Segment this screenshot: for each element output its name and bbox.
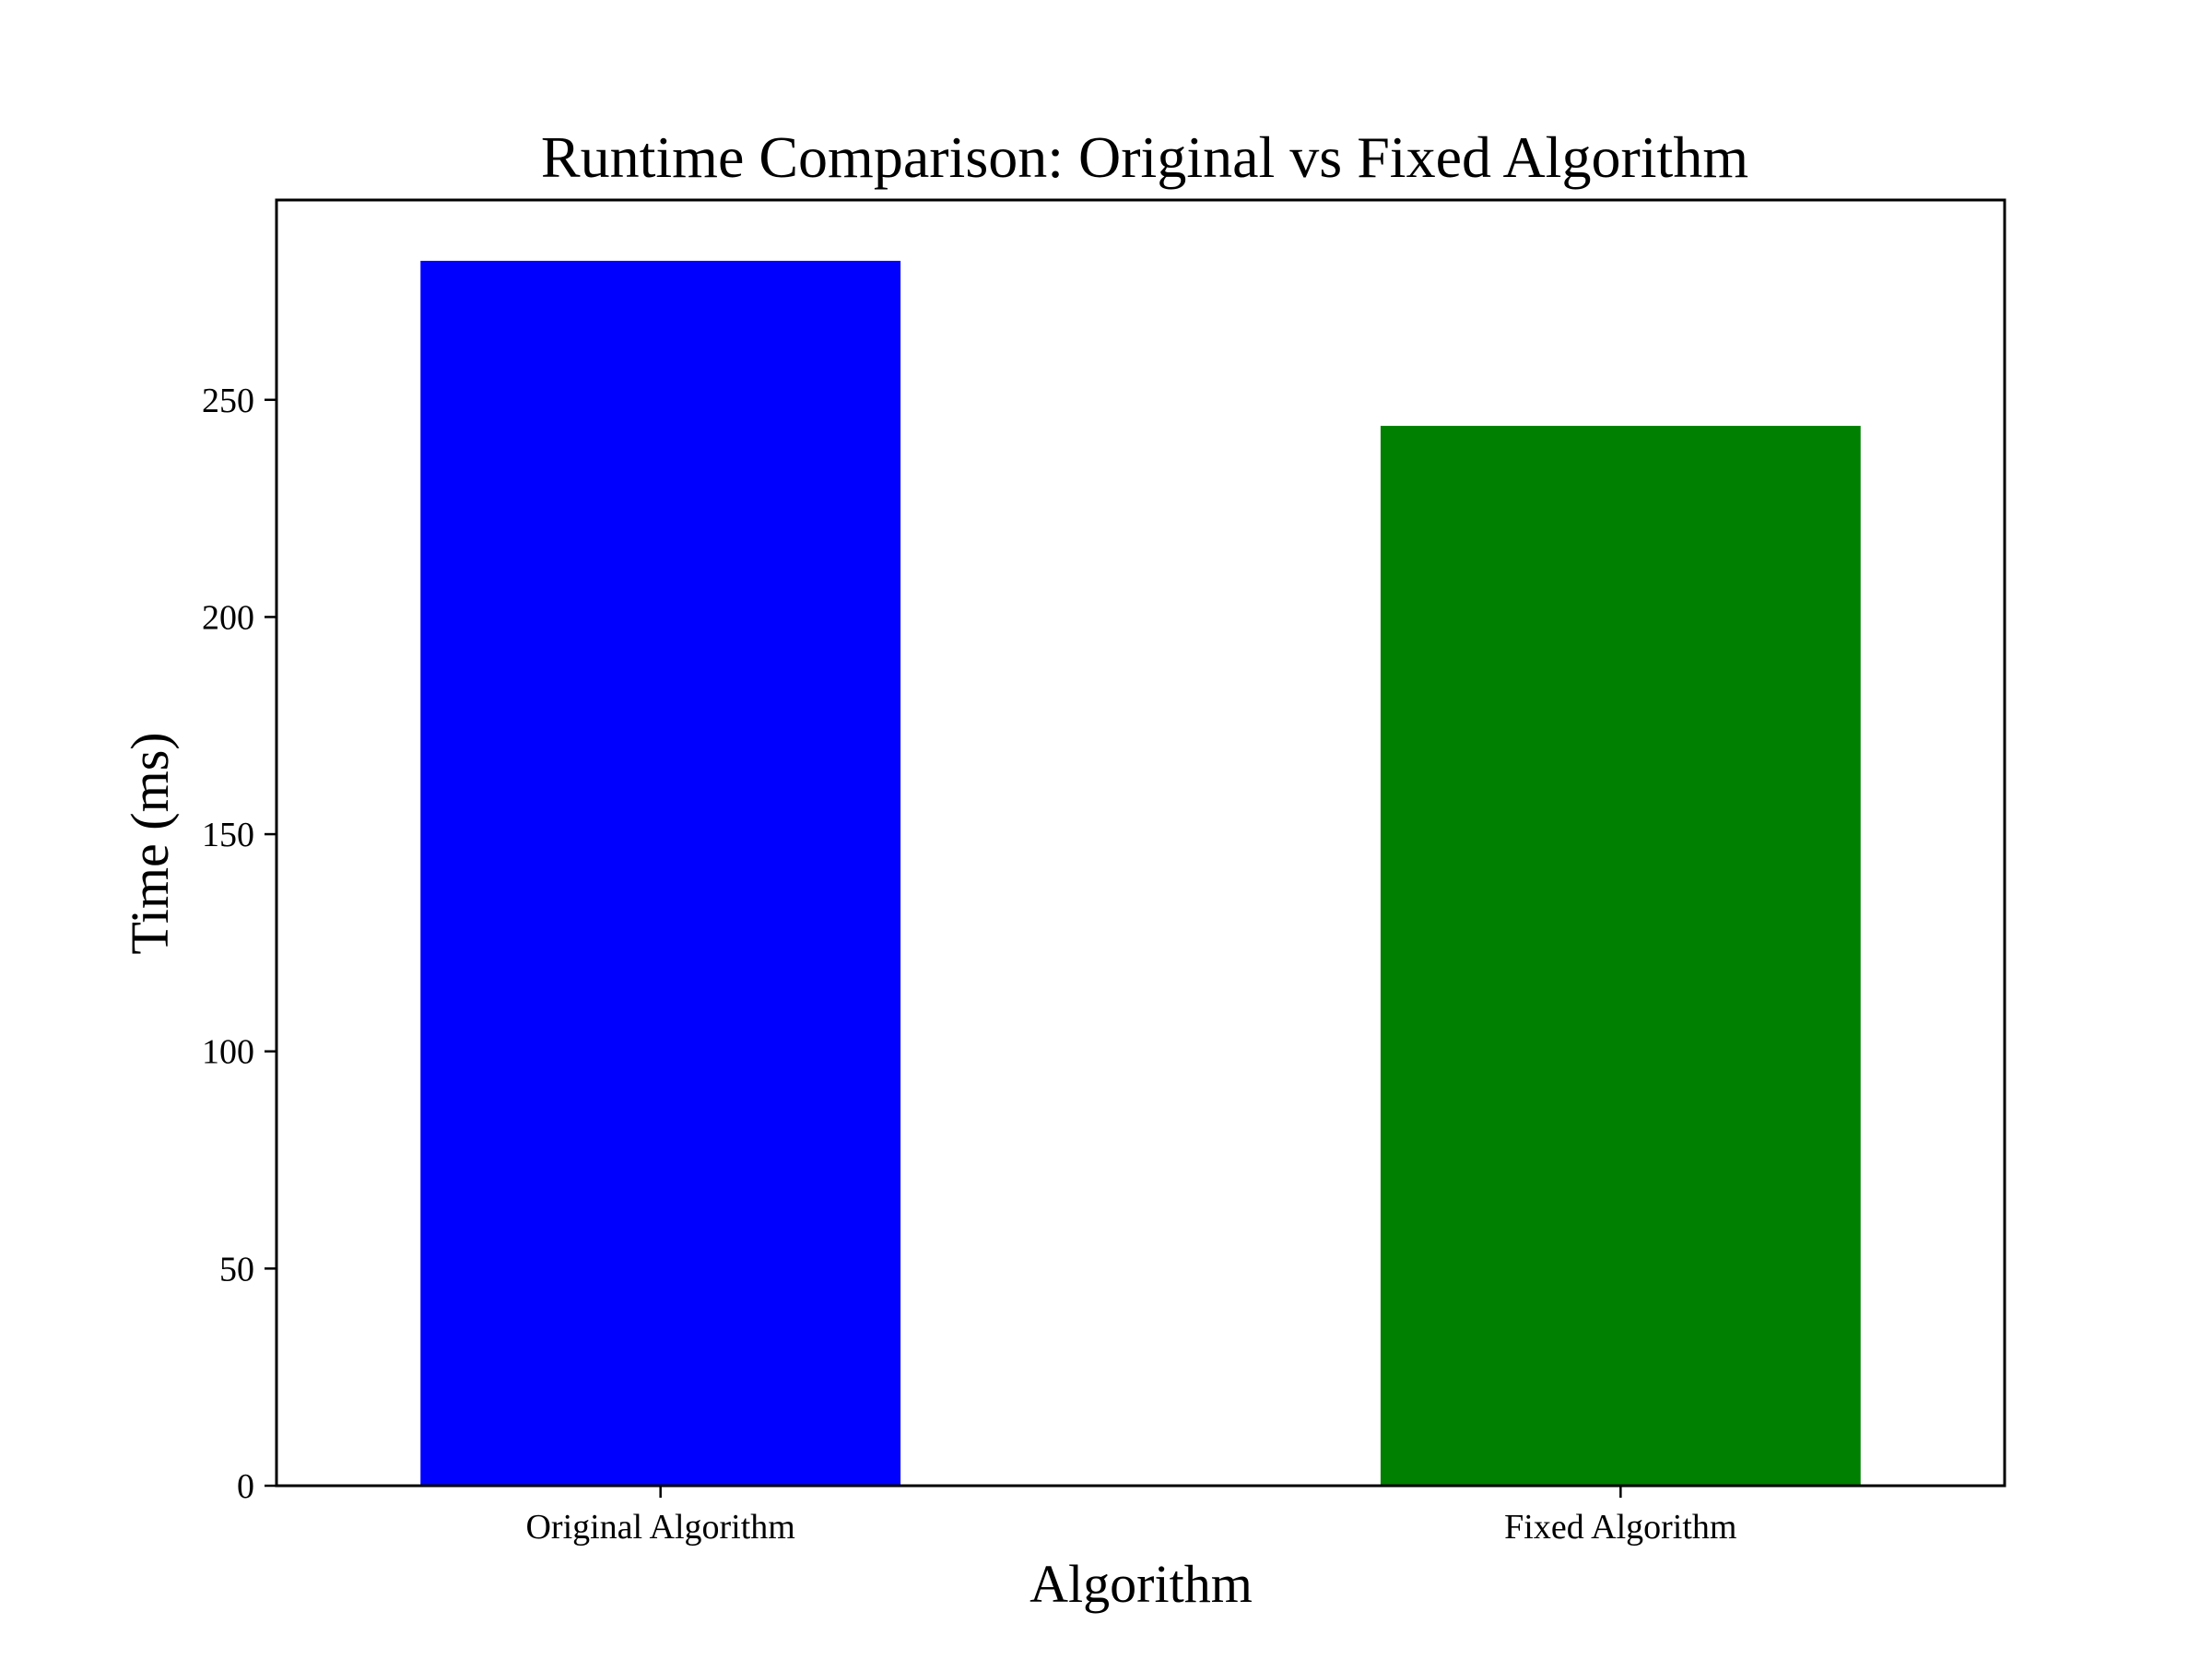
x-tick-label: Fixed Algorithm: [1504, 1508, 1736, 1547]
y-axis-label: Time (ms): [120, 732, 180, 954]
y-axis: 0 50 100 150 200 250: [202, 382, 276, 1506]
y-tick-label: 100: [202, 1033, 254, 1072]
bars-group: [420, 260, 1861, 1486]
plot-frame: [275, 198, 2006, 1488]
y-tick-label: 250: [202, 382, 254, 420]
y-tick-label: 0: [237, 1467, 254, 1506]
bar-original-algorithm: [420, 260, 901, 1486]
x-axis-label: Algorithm: [1030, 1554, 1253, 1614]
bar-fixed-algorithm: [1380, 426, 1861, 1486]
x-axis: Original Algorithm Fixed Algorithm: [525, 1486, 1736, 1547]
y-tick-label: 200: [202, 598, 254, 637]
y-tick-label: 150: [202, 816, 254, 854]
x-tick-label: Original Algorithm: [525, 1508, 794, 1547]
y-tick-label: 50: [219, 1250, 254, 1288]
chart-title: Runtime Comparison: Original vs Fixed Al…: [541, 124, 1748, 190]
